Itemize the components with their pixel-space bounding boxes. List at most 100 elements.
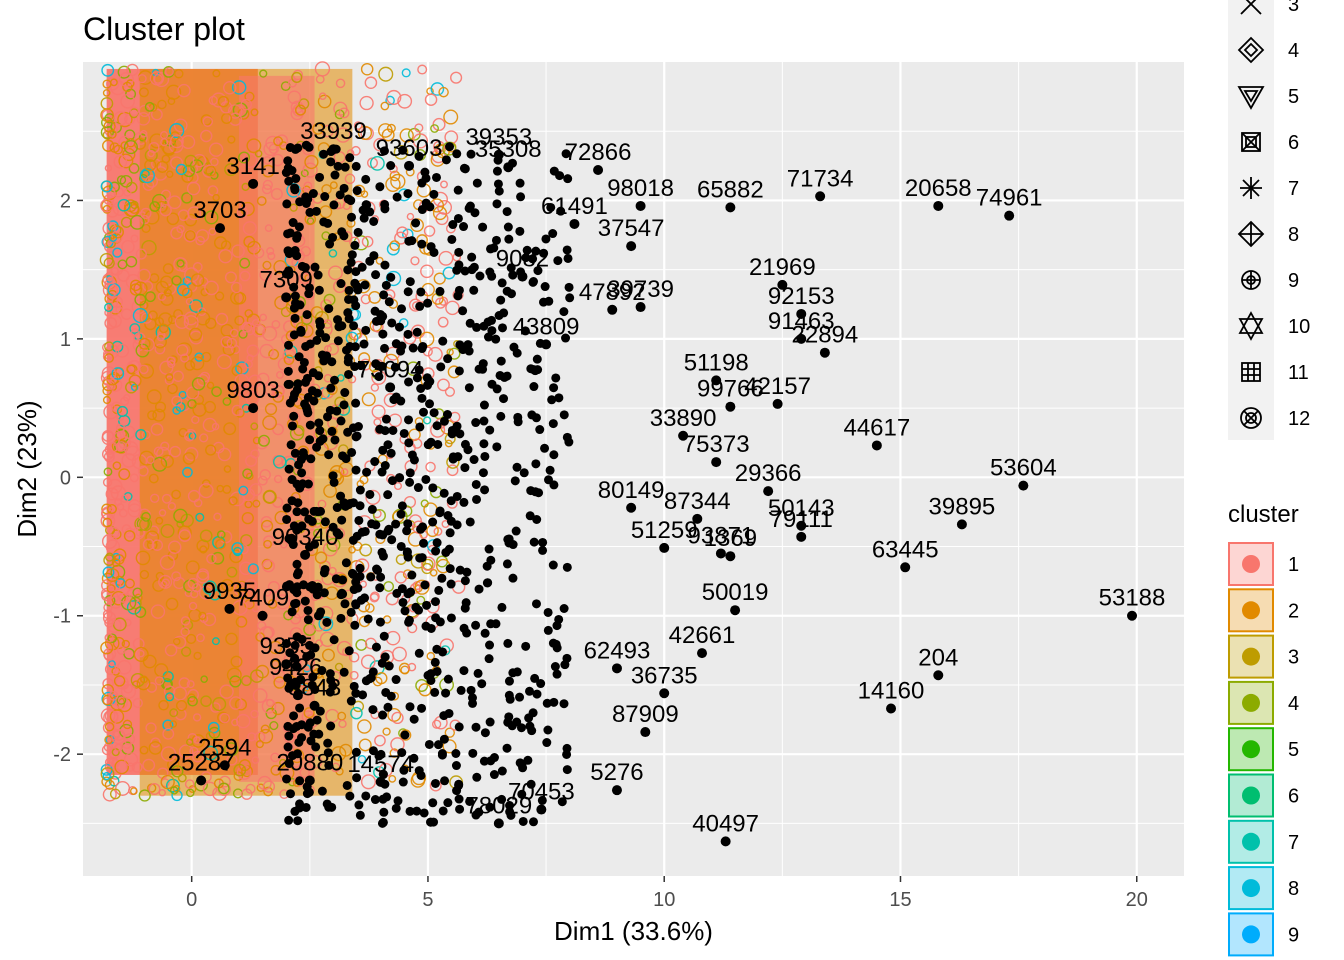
observation-point	[383, 490, 393, 500]
observation-point	[349, 681, 359, 691]
observation-point	[438, 806, 448, 816]
observation-point	[312, 335, 322, 345]
observation-point	[302, 373, 312, 383]
observation-point	[355, 810, 365, 820]
observation-point	[346, 607, 356, 617]
cluster-marker	[298, 98, 310, 110]
observation-point	[548, 419, 558, 429]
observation-point	[369, 216, 379, 226]
observation-point	[375, 583, 385, 593]
observation-point	[451, 749, 461, 759]
observation-point	[407, 570, 417, 580]
data-point	[956, 519, 967, 530]
observation-point	[308, 189, 318, 199]
data-point	[815, 191, 826, 202]
cluster-marker	[104, 302, 114, 313]
cluster-marker	[177, 209, 190, 222]
cluster-marker	[141, 337, 155, 352]
cluster-marker	[106, 77, 120, 91]
cluster-marker	[130, 234, 139, 243]
observation-point	[330, 435, 340, 445]
legend-shape-label: 9	[1288, 270, 1299, 292]
cluster-marker	[125, 762, 135, 772]
observation-point	[430, 687, 440, 697]
cluster-marker	[120, 683, 137, 699]
cluster-marker	[104, 617, 114, 628]
cluster-marker	[176, 342, 193, 358]
cluster-marker	[261, 698, 277, 714]
cluster-marker	[138, 133, 147, 142]
observation-point	[288, 724, 298, 734]
cluster-marker	[448, 347, 461, 360]
cluster-marker	[262, 559, 275, 573]
observation-point	[336, 491, 346, 501]
observation-point	[282, 514, 292, 524]
cluster-marker	[230, 281, 243, 294]
cluster-marker	[191, 582, 202, 593]
observation-point	[551, 373, 561, 383]
cluster-marker	[180, 353, 190, 363]
observation-point	[293, 498, 303, 508]
cluster-marker	[219, 530, 233, 544]
observation-point	[349, 295, 359, 305]
cluster-marker	[185, 788, 195, 798]
observation-point	[528, 277, 538, 287]
observation-point	[561, 149, 571, 159]
data-point	[1004, 210, 1015, 221]
data-point	[536, 804, 547, 815]
cluster-marker	[129, 323, 141, 334]
cluster-marker	[417, 64, 428, 75]
cluster-marker	[247, 732, 257, 742]
observation-point	[480, 485, 490, 495]
cluster-marker	[275, 134, 289, 147]
observation-point	[380, 260, 390, 270]
data-point	[715, 548, 726, 559]
cluster-marker	[102, 787, 117, 802]
cluster-marker	[125, 445, 141, 461]
observation-point	[416, 384, 426, 394]
observation-point	[293, 691, 303, 701]
cluster-marker	[240, 98, 252, 111]
cluster-marker	[263, 141, 278, 157]
cluster-marker	[205, 444, 217, 456]
observation-point	[353, 583, 363, 593]
observation-point	[281, 639, 291, 649]
observation-point	[387, 318, 397, 328]
observation-point	[562, 245, 572, 255]
observation-point	[456, 685, 466, 695]
point-label: 79111	[770, 506, 833, 533]
cluster-marker	[149, 133, 165, 149]
observation-point	[562, 562, 572, 572]
point-label: 43809	[513, 313, 580, 340]
x-tick-label: 15	[889, 889, 911, 911]
observation-point	[460, 164, 470, 174]
cluster-marker	[103, 240, 117, 253]
cluster-marker	[107, 441, 118, 453]
point-label: 9355	[259, 633, 312, 660]
cluster-marker	[260, 724, 270, 734]
cluster-marker	[171, 765, 184, 778]
observation-point	[473, 668, 483, 678]
observation-point	[295, 776, 305, 786]
shape-stroke	[1240, 0, 1257, 15]
cluster-marker	[149, 71, 165, 86]
observation-point	[412, 373, 422, 383]
observation-point	[324, 450, 334, 460]
observation-point	[429, 247, 439, 257]
observation-point	[497, 602, 507, 612]
cluster-marker	[102, 282, 119, 298]
cluster-marker	[111, 367, 125, 380]
observation-point	[383, 702, 393, 712]
cluster-marker	[214, 291, 225, 301]
cluster-marker	[137, 268, 151, 283]
observation-point	[487, 326, 497, 336]
observation-point	[512, 462, 522, 472]
cluster-marker	[106, 381, 116, 390]
observation-point	[356, 595, 366, 605]
point-label: 40497	[692, 810, 759, 837]
cluster-marker	[242, 468, 253, 479]
cluster-marker	[357, 719, 372, 734]
observation-point	[285, 398, 295, 408]
point-label: 72866	[565, 139, 632, 166]
legend-color-label: 2	[1288, 600, 1299, 622]
